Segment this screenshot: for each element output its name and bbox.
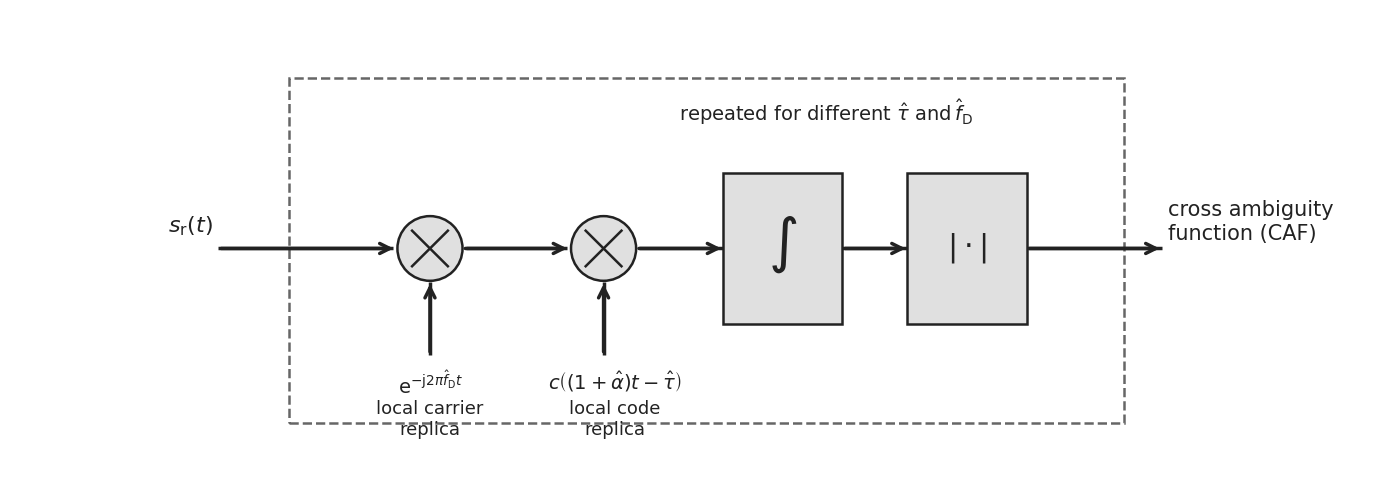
Text: $|\cdot|$: $|\cdot|$ bbox=[946, 231, 987, 266]
Text: repeated for different $\hat{\tau}$ and$\,\hat{f}_\mathrm{D}$: repeated for different $\hat{\tau}$ and$… bbox=[679, 97, 973, 127]
Text: local carrier
replica: local carrier replica bbox=[377, 400, 483, 439]
Text: $\mathrm{e}^{-\mathrm{j}2\pi\hat{f}_\mathrm{D}t}$: $\mathrm{e}^{-\mathrm{j}2\pi\hat{f}_\mat… bbox=[398, 369, 462, 398]
Text: $s_\mathrm{r}(t)$: $s_\mathrm{r}(t)$ bbox=[168, 214, 213, 238]
Ellipse shape bbox=[571, 216, 636, 281]
FancyBboxPatch shape bbox=[722, 173, 843, 324]
Text: local code
replica: local code replica bbox=[568, 400, 661, 439]
Ellipse shape bbox=[398, 216, 462, 281]
FancyBboxPatch shape bbox=[907, 173, 1026, 324]
Text: cross ambiguity
function (CAF): cross ambiguity function (CAF) bbox=[1168, 200, 1333, 244]
Text: $c\left((1+\hat{\alpha})t-\hat{\tau}\right)$: $c\left((1+\hat{\alpha})t-\hat{\tau}\rig… bbox=[547, 369, 682, 394]
Text: $\int$: $\int$ bbox=[769, 215, 797, 275]
